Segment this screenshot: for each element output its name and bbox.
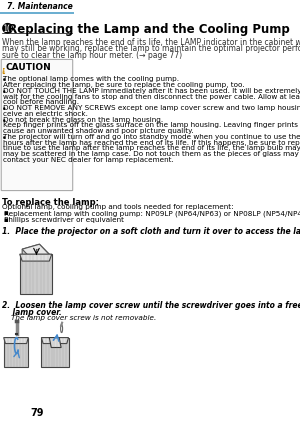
Text: sure to clear the lamp hour meter. (→ page 77): sure to clear the lamp hour meter. (→ pa… xyxy=(2,50,182,60)
Text: hours after the lamp has reached the end of its life. If this happens, be sure t: hours after the lamp has reached the end… xyxy=(3,140,300,146)
Text: The projector will turn off and go into standby mode when you continue to use th: The projector will turn off and go into … xyxy=(3,134,300,140)
Text: CAUTION: CAUTION xyxy=(5,63,51,72)
Polygon shape xyxy=(22,244,52,262)
Polygon shape xyxy=(22,244,49,284)
Text: Phillips screwdriver or equivalent: Phillips screwdriver or equivalent xyxy=(4,217,124,223)
Text: Do not break the glass on the lamp housing.: Do not break the glass on the lamp housi… xyxy=(3,117,163,123)
Circle shape xyxy=(61,325,63,332)
Text: •: • xyxy=(2,88,7,97)
Bar xyxy=(20,254,52,294)
Text: contact your NEC dealer for lamp replacement.: contact your NEC dealer for lamp replace… xyxy=(3,157,174,163)
Text: To replace the lamp:: To replace the lamp: xyxy=(2,198,99,206)
Text: Keep finger prints off the glass surface on the lamp housing. Leaving finger pri: Keep finger prints off the glass surface… xyxy=(3,122,300,129)
Text: •: • xyxy=(2,117,7,126)
Polygon shape xyxy=(20,254,52,261)
Text: cause an unwanted shadow and poor picture quality.: cause an unwanted shadow and poor pictur… xyxy=(3,128,194,134)
Text: 2.  Loosen the lamp cover screw until the screwdriver goes into a freewheeling c: 2. Loosen the lamp cover screw until the… xyxy=(2,301,300,310)
FancyBboxPatch shape xyxy=(1,60,73,191)
Text: !: ! xyxy=(3,69,5,74)
Text: When the lamp reaches the end of its life, the LAMP indicator in the cabinet wil: When the lamp reaches the end of its lif… xyxy=(2,38,300,47)
Text: may be scattered in the lamp case. Do not touch them as the pieces of glass may : may be scattered in the lamp case. Do no… xyxy=(3,151,300,157)
Text: •: • xyxy=(2,105,7,114)
Text: ▪: ▪ xyxy=(3,210,8,217)
Bar xyxy=(41,338,68,368)
Polygon shape xyxy=(4,338,28,343)
Text: 79: 79 xyxy=(30,408,44,418)
Text: •: • xyxy=(2,134,7,143)
Text: tinue to use the lamp after the lamp reaches the end of its life, the lamp bulb : tinue to use the lamp after the lamp rea… xyxy=(3,146,300,151)
Text: 7. Maintenance: 7. Maintenance xyxy=(7,2,73,11)
Bar xyxy=(4,338,28,368)
Text: DO NOT TOUCH THE LAMP immediately after it has been used. It will be extremely h: DO NOT TOUCH THE LAMP immediately after … xyxy=(3,88,300,94)
Text: •: • xyxy=(2,76,7,85)
Text: The optional lamp comes with the cooling pump.: The optional lamp comes with the cooling… xyxy=(3,76,179,82)
Text: The lamp cover screw is not removable.: The lamp cover screw is not removable. xyxy=(2,315,156,321)
Text: DO NOT REMOVE ANY SCREWS except one lamp cover screw and two lamp housing screws: DO NOT REMOVE ANY SCREWS except one lamp… xyxy=(3,105,300,111)
Polygon shape xyxy=(3,69,4,73)
Text: may still be working, replace the lamp to maintain the optimal projector perform: may still be working, replace the lamp t… xyxy=(2,44,300,53)
Text: Optional lamp, cooling pump and tools needed for replacement:: Optional lamp, cooling pump and tools ne… xyxy=(2,204,234,211)
Text: cool before handling.: cool before handling. xyxy=(3,99,80,105)
Polygon shape xyxy=(49,338,61,348)
Text: ceive an electric shock.: ceive an electric shock. xyxy=(3,111,88,117)
Text: lamp cover.: lamp cover. xyxy=(2,308,62,317)
Text: Replacement lamp with cooling pump: NP09LP (NP64/NP63) or NP08LP (NP54/NP43): Replacement lamp with cooling pump: NP09… xyxy=(4,210,300,217)
Text: ▪: ▪ xyxy=(3,217,8,223)
Text: Replacing the Lamp and the Cooling Pump: Replacing the Lamp and the Cooling Pump xyxy=(4,23,290,36)
Text: 1.  Place the projector on a soft cloth and turn it over to access the lamp cove: 1. Place the projector on a soft cloth a… xyxy=(2,227,300,236)
Polygon shape xyxy=(41,338,68,343)
Text: wait for the cooling fans to stop and then disconnect the power cable. Allow at : wait for the cooling fans to stop and th… xyxy=(3,93,300,100)
Text: After replacing the lamp, be sure to replace the cooling pump, too.: After replacing the lamp, be sure to rep… xyxy=(3,82,245,88)
Text: ➓: ➓ xyxy=(2,23,13,36)
